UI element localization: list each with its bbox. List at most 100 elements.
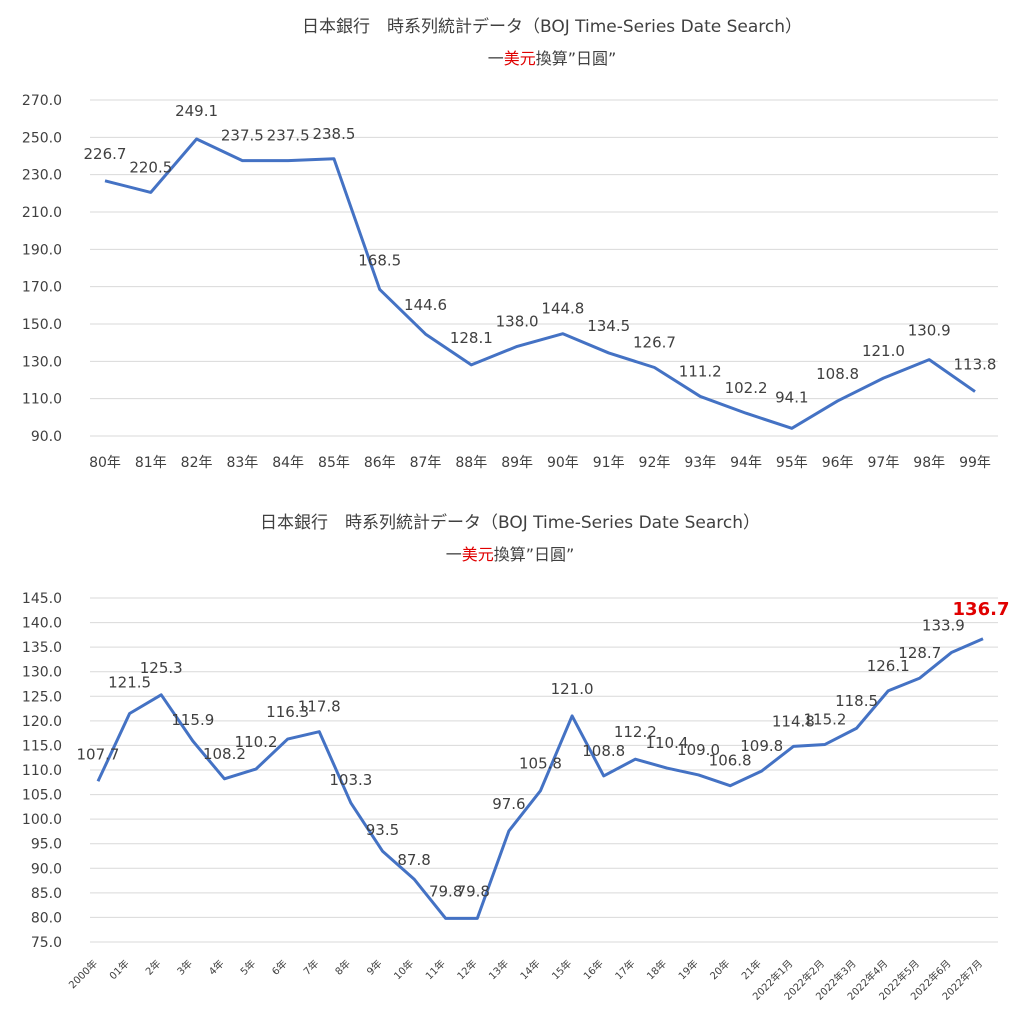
- y-tick-label: 135.0: [22, 640, 62, 656]
- y-tick-label: 130.0: [22, 665, 62, 681]
- data-label: 115.2: [803, 710, 846, 728]
- data-label: 121.0: [551, 680, 594, 698]
- x-tick-label: 91年: [593, 455, 625, 471]
- data-label: 79.8: [429, 882, 462, 900]
- data-label: 144.6: [404, 296, 447, 314]
- data-label: 103.3: [329, 771, 372, 789]
- x-tick-label: 16年: [581, 957, 606, 982]
- data-label: 128.1: [450, 329, 493, 347]
- y-tick-label: 110.0: [22, 392, 62, 408]
- data-label: 116.3: [266, 703, 309, 721]
- y-tick-label: 105.0: [22, 788, 62, 804]
- chart-2000s-2022: 日本銀行 時系列統計データ（BOJ Time-Series Date Searc…: [0, 490, 1029, 1022]
- data-label: 118.5: [835, 692, 878, 710]
- x-tick-label: 94年: [730, 455, 762, 471]
- data-label: 113.8: [954, 356, 997, 374]
- y-tick-label: 230.0: [22, 168, 62, 184]
- x-tick-label: 88年: [455, 455, 487, 471]
- data-label: 87.8: [397, 851, 430, 869]
- y-tick-label: 140.0: [22, 616, 62, 632]
- y-tick-label: 115.0: [22, 738, 62, 754]
- y-tick-label: 170.0: [22, 280, 62, 296]
- x-tick-label: 20年: [707, 957, 732, 982]
- x-tick-label: 80年: [89, 455, 121, 471]
- subtitle-part-3: 換算”日圓”: [536, 49, 617, 68]
- data-label: 108.2: [203, 745, 246, 763]
- x-tick-label: 97年: [868, 455, 900, 471]
- y-tick-label: 110.0: [22, 763, 62, 779]
- data-label: 114.8: [772, 712, 815, 730]
- data-label: 112.2: [614, 723, 657, 741]
- x-tick-label: 85年: [318, 455, 350, 471]
- y-tick-label: 130.0: [22, 354, 62, 370]
- data-label: 134.5: [587, 317, 630, 335]
- chart-subtitle: 一美元換算”日圓”: [446, 545, 575, 564]
- data-label: 220.5: [129, 158, 172, 176]
- x-tick-label: 4年: [206, 957, 227, 978]
- y-tick-label: 210.0: [22, 205, 62, 221]
- data-label: 249.1: [175, 102, 218, 120]
- x-tick-label: 89年: [501, 455, 533, 471]
- y-tick-label: 190.0: [22, 242, 62, 258]
- data-label: 102.2: [725, 379, 768, 397]
- data-label-highlight: 136.7: [953, 599, 1010, 620]
- y-tick-label: 90.0: [31, 861, 62, 877]
- x-tick-label: 90年: [547, 455, 579, 471]
- y-tick-label: 125.0: [22, 689, 62, 705]
- x-tick-label: 11年: [423, 957, 448, 982]
- y-tick-label: 120.0: [22, 714, 62, 730]
- x-tick-label: 82年: [181, 455, 213, 471]
- x-tick-label: 83年: [226, 455, 258, 471]
- x-tick-label: 3年: [174, 957, 195, 978]
- data-label: 108.8: [816, 365, 859, 383]
- data-label: 115.9: [171, 711, 214, 729]
- y-tick-label: 150.0: [22, 317, 62, 333]
- x-tick-label: 87年: [410, 455, 442, 471]
- data-label: 121.0: [862, 342, 905, 360]
- data-label: 117.8: [298, 698, 341, 716]
- chart-subtitle: 一美元換算”日圓”: [488, 49, 617, 68]
- data-label: 111.2: [679, 362, 722, 380]
- chart-1-svg: 日本銀行 時系列統計データ（BOJ Time-Series Date Searc…: [22, 16, 998, 471]
- subtitle-part-3: 換算”日圓”: [494, 545, 575, 564]
- y-tick-label: 270.0: [22, 93, 62, 109]
- data-label: 168.5: [358, 251, 401, 269]
- data-label: 128.7: [898, 644, 941, 662]
- data-label: 126.7: [633, 333, 676, 351]
- data-label: 110.2: [235, 733, 278, 751]
- data-label: 144.8: [541, 300, 584, 318]
- data-label: 97.6: [492, 795, 525, 813]
- subtitle-part-2: 美元: [462, 545, 494, 564]
- x-tick-label: 14年: [517, 957, 542, 982]
- subtitle-part-1: 一: [446, 545, 462, 564]
- x-tick-label: 81年: [135, 455, 167, 471]
- x-tick-label: 9年: [364, 957, 385, 978]
- x-tick-label: 86年: [364, 455, 396, 471]
- y-tick-label: 95.0: [31, 837, 62, 853]
- data-label: 106.8: [709, 752, 752, 770]
- x-tick-label: 95年: [776, 455, 808, 471]
- data-label: 237.5: [221, 127, 264, 145]
- y-tick-label: 90.0: [31, 429, 62, 445]
- data-label: 105.8: [519, 755, 562, 773]
- data-label: 110.4: [645, 734, 688, 752]
- data-label: 138.0: [496, 312, 539, 330]
- x-tick-label: 01年: [106, 957, 131, 982]
- chart-2-svg: 日本銀行 時系列統計データ（BOJ Time-Series Date Searc…: [22, 512, 1010, 1003]
- y-tick-label: 145.0: [22, 591, 62, 607]
- subtitle-part-2: 美元: [504, 49, 536, 68]
- data-label: 130.9: [908, 322, 951, 340]
- chart-title: 日本銀行 時系列統計データ（BOJ Time-Series Date Searc…: [260, 512, 760, 533]
- x-tick-label: 21年: [739, 957, 764, 982]
- x-tick-label: 12年: [454, 957, 479, 982]
- data-label: 79.8: [457, 882, 490, 900]
- data-label: 121.5: [108, 673, 151, 691]
- x-tick-label: 96年: [822, 455, 854, 471]
- y-tick-label: 85.0: [31, 886, 62, 902]
- x-tick-label: 2000年: [66, 957, 100, 991]
- data-label: 109.0: [677, 741, 720, 759]
- x-tick-label: 92年: [639, 455, 671, 471]
- y-tick-label: 80.0: [31, 910, 62, 926]
- data-label: 108.8: [582, 742, 625, 760]
- x-tick-label: 84年: [272, 455, 304, 471]
